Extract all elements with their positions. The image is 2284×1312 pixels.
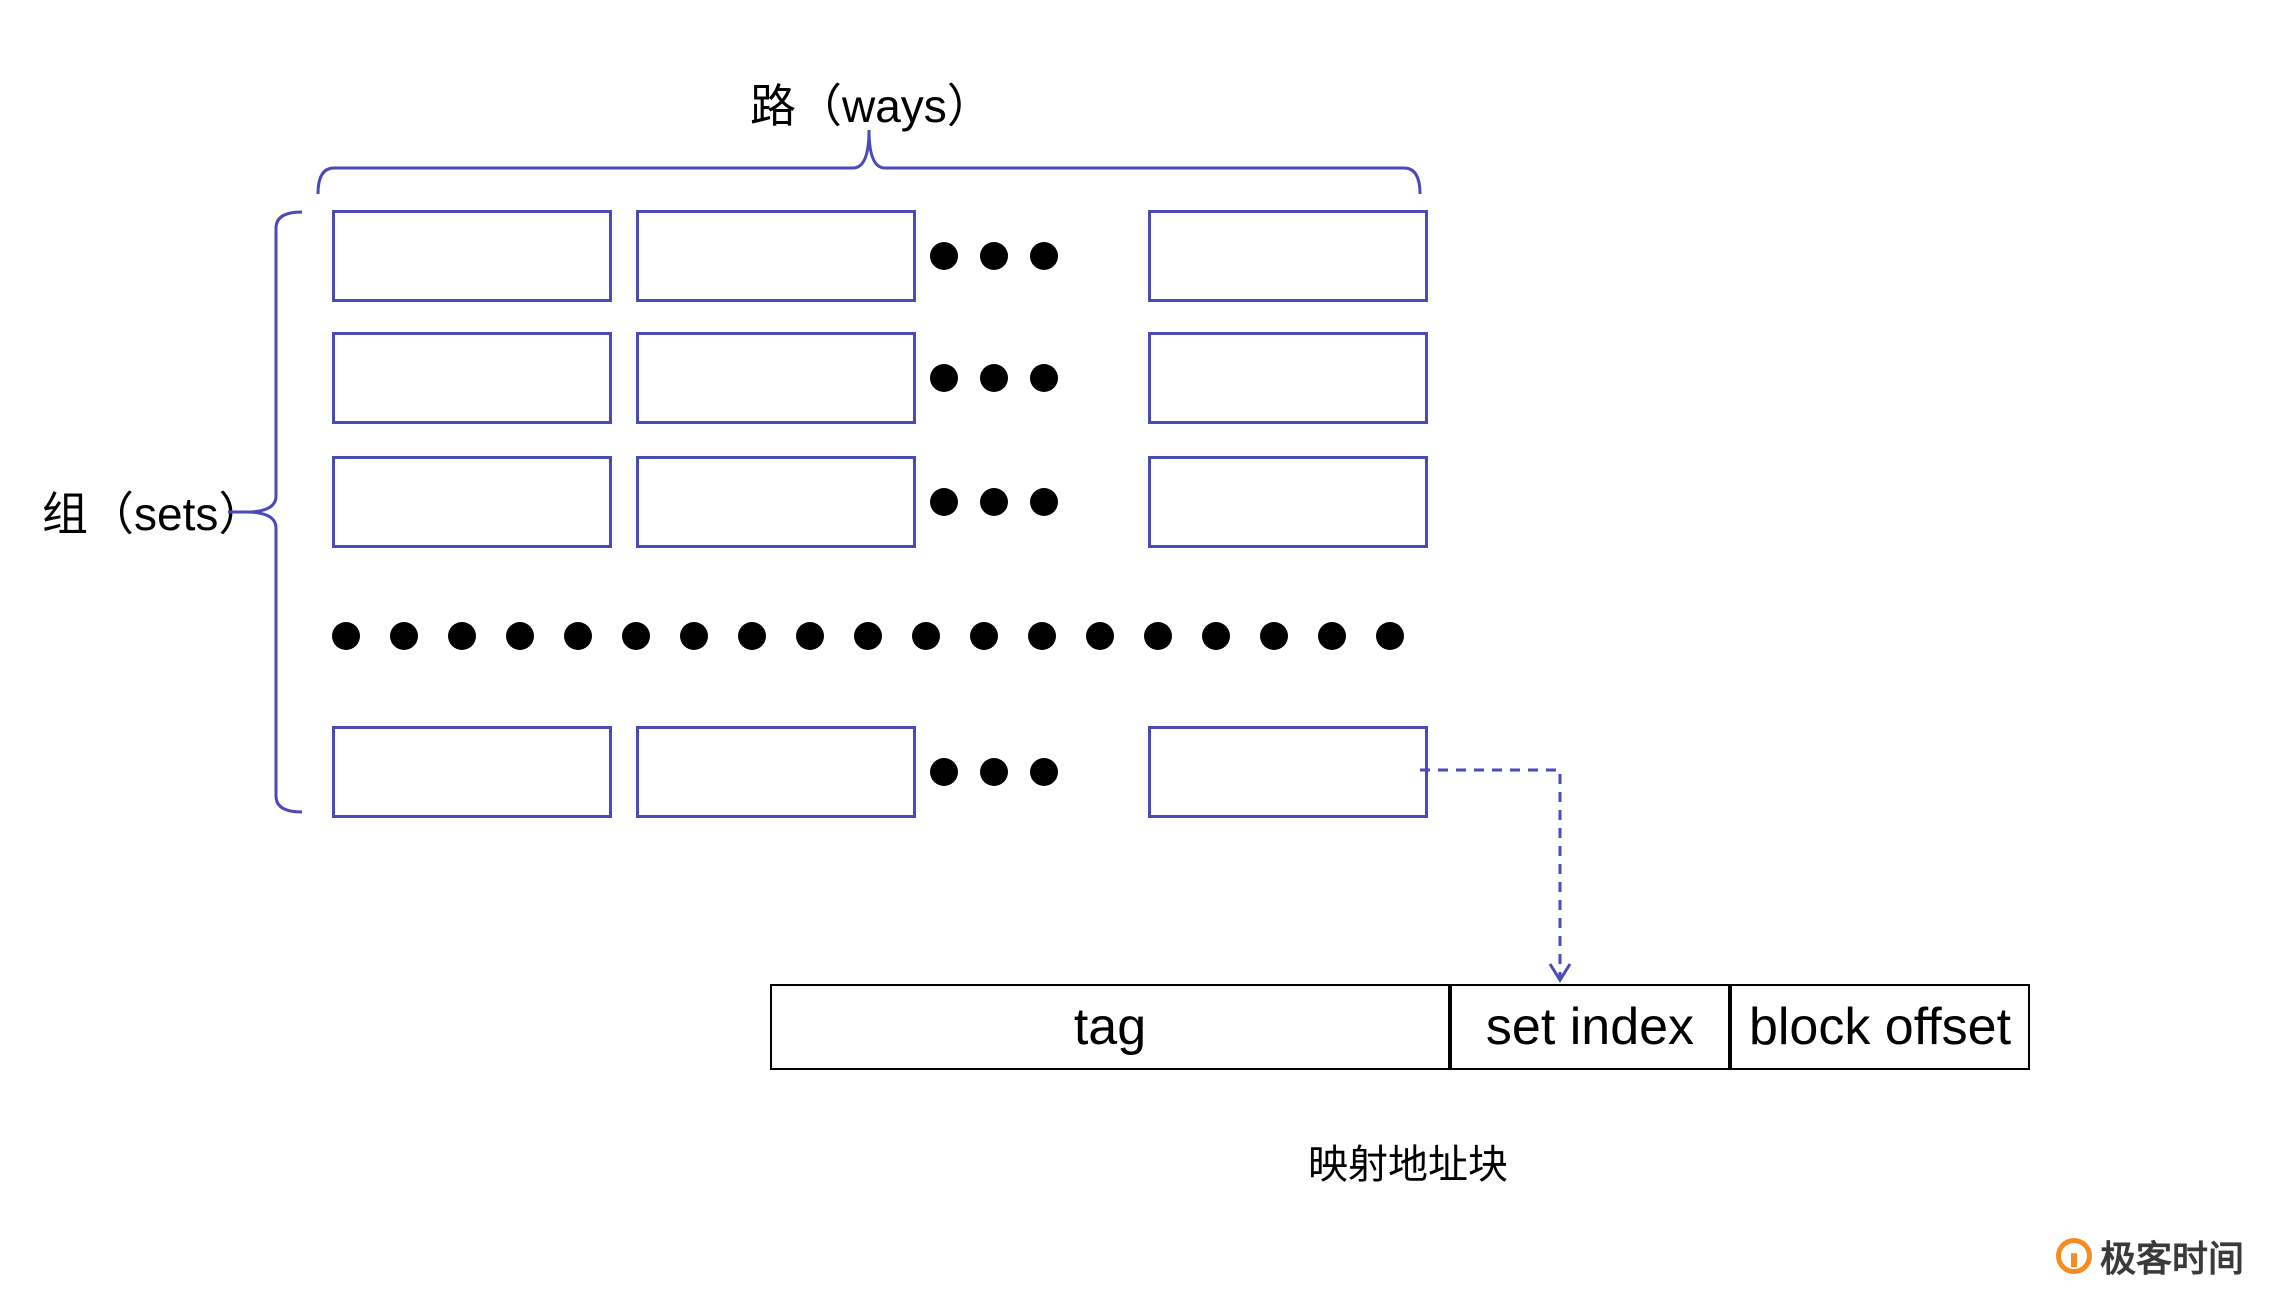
addr-field-set-index: set index xyxy=(1450,984,1730,1070)
ellipsis-dot xyxy=(980,242,1008,270)
ellipsis-dot xyxy=(1202,622,1230,650)
cache-cell xyxy=(636,210,916,302)
addr-field-tag: tag xyxy=(770,984,1450,1070)
ellipsis-dot xyxy=(1144,622,1172,650)
ellipsis-dot xyxy=(1030,758,1058,786)
ellipsis-dot xyxy=(1318,622,1346,650)
ellipsis-dot xyxy=(680,622,708,650)
cache-cell xyxy=(636,726,916,818)
cache-cell xyxy=(1148,726,1428,818)
cache-cell xyxy=(332,332,612,424)
cache-cell xyxy=(1148,456,1428,548)
ellipsis-dot xyxy=(980,488,1008,516)
watermark-logo-icon xyxy=(2056,1238,2092,1274)
ellipsis-dot xyxy=(390,622,418,650)
address-caption: 映射地址块 xyxy=(1308,1132,1508,1190)
ellipsis-dot xyxy=(1028,622,1056,650)
ellipsis-dot xyxy=(854,622,882,650)
sets-label: 组（sets） xyxy=(42,478,264,544)
ellipsis-dot xyxy=(738,622,766,650)
ellipsis-dot xyxy=(912,622,940,650)
ellipsis-dot xyxy=(930,242,958,270)
diagram-canvas: 路（ways） 组（sets） tagset indexblock offset… xyxy=(0,0,2284,1312)
ellipsis-dot xyxy=(1030,242,1058,270)
ellipsis-dot xyxy=(1030,364,1058,392)
watermark-text: 极客时间 xyxy=(2100,1230,2244,1282)
ellipsis-dot xyxy=(930,364,958,392)
bracket-overlay xyxy=(0,0,2284,1312)
ellipsis-dot xyxy=(1030,488,1058,516)
ellipsis-dot xyxy=(980,364,1008,392)
ellipsis-dot xyxy=(796,622,824,650)
ellipsis-dot xyxy=(930,488,958,516)
ellipsis-dot xyxy=(506,622,534,650)
ellipsis-dot xyxy=(332,622,360,650)
ways-label: 路（ways） xyxy=(750,70,993,136)
ellipsis-dot xyxy=(622,622,650,650)
cache-cell xyxy=(332,726,612,818)
ellipsis-dot xyxy=(1376,622,1404,650)
watermark: 极客时间 xyxy=(2056,1230,2244,1282)
ellipsis-dot xyxy=(970,622,998,650)
ellipsis-dot xyxy=(564,622,592,650)
cache-cell xyxy=(332,210,612,302)
cache-cell xyxy=(332,456,612,548)
addr-field-block-offset: block offset xyxy=(1730,984,2030,1070)
ellipsis-dot xyxy=(448,622,476,650)
cache-cell xyxy=(1148,210,1428,302)
ellipsis-dot xyxy=(1260,622,1288,650)
ellipsis-dot xyxy=(1086,622,1114,650)
ellipsis-dot xyxy=(930,758,958,786)
cache-cell xyxy=(636,332,916,424)
cache-cell xyxy=(636,456,916,548)
ellipsis-dot xyxy=(980,758,1008,786)
cache-cell xyxy=(1148,332,1428,424)
